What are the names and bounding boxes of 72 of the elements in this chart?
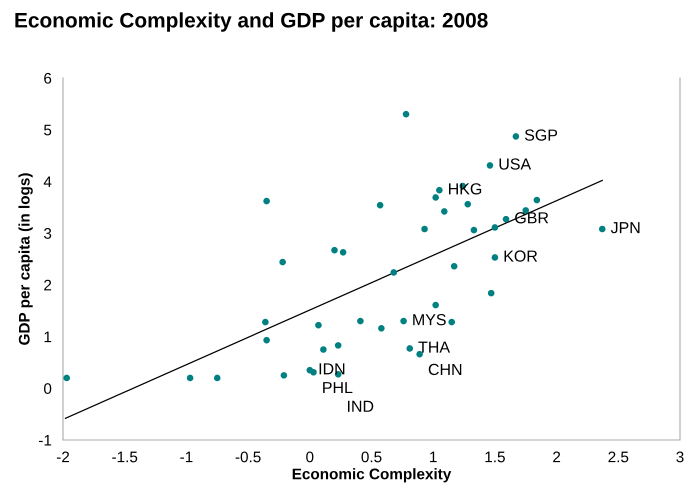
x-tick-label: -0.5: [236, 452, 261, 462]
point: [464, 200, 472, 208]
y-tick-label: 2: [44, 280, 52, 290]
point: [470, 226, 478, 234]
x-tick-label: -1.5: [112, 452, 138, 462]
point: [376, 202, 384, 209]
point: [279, 258, 286, 266]
x-tick-label: -1: [180, 452, 192, 462]
point: [320, 346, 327, 353]
annotation: MYS: [413, 314, 446, 326]
point: [357, 318, 364, 324]
point: [331, 246, 338, 254]
x-tick-label: 1: [430, 452, 437, 462]
point: [502, 216, 510, 222]
point: [402, 110, 410, 118]
point: [263, 198, 270, 204]
annotation: IND: [348, 400, 374, 412]
annotation: GBR: [515, 212, 548, 224]
annotation: KOR: [504, 250, 538, 262]
x-tick-label: 2.5: [608, 452, 628, 462]
point: [421, 226, 428, 232]
point: [400, 318, 407, 324]
y-tick-label: 6: [44, 72, 52, 84]
y-axis-title: GDP per capita (in logs): [18, 173, 33, 345]
point: [488, 290, 494, 296]
point: [340, 248, 346, 256]
annotation: USA: [500, 158, 532, 170]
point: [310, 368, 317, 376]
annotation: JPN: [610, 222, 640, 234]
annotation: HKG: [449, 183, 482, 195]
point: [280, 372, 288, 379]
point: [334, 342, 342, 349]
point: [432, 194, 439, 201]
point: [598, 226, 606, 232]
point: [450, 262, 458, 270]
point: [534, 196, 540, 204]
point: [512, 133, 520, 140]
annotation: SGP: [524, 129, 558, 141]
x-tick-label: 2: [553, 452, 560, 462]
y-tick-label: 4: [44, 176, 52, 187]
x-tick-label: 0.5: [361, 452, 382, 462]
point: [390, 269, 398, 276]
point: [448, 318, 456, 326]
annotation: CHN: [428, 364, 462, 376]
annotation: THA: [418, 342, 450, 353]
point: [432, 302, 439, 308]
point: [263, 336, 270, 344]
x-tick-label: -2: [56, 452, 70, 462]
point: [63, 374, 70, 382]
point: [436, 186, 443, 194]
point: [486, 162, 494, 169]
point: [214, 374, 221, 382]
y-tick-label: -1: [38, 435, 52, 446]
x-tick-label: 0: [306, 452, 314, 462]
chart-title: Economic Complexity and GDP per capita: 2008: [15, 12, 488, 32]
point: [315, 322, 322, 328]
x-tick-label: 1.5: [485, 452, 505, 462]
point: [492, 224, 498, 231]
y-tick-label: 3: [44, 228, 52, 239]
annotation: PHL: [323, 382, 352, 394]
y-tick-label: 5: [44, 124, 52, 136]
y-tick-label: 1: [44, 332, 52, 342]
point: [262, 318, 269, 326]
point: [378, 325, 385, 332]
point: [406, 345, 414, 352]
x-tick-label: 3: [676, 452, 684, 462]
annotation: IDN: [320, 363, 344, 374]
y-tick-label: 0: [44, 383, 52, 394]
point: [441, 208, 448, 215]
point: [492, 254, 498, 261]
point: [186, 374, 194, 382]
x-axis-title: Economic Complexity: [292, 468, 452, 482]
